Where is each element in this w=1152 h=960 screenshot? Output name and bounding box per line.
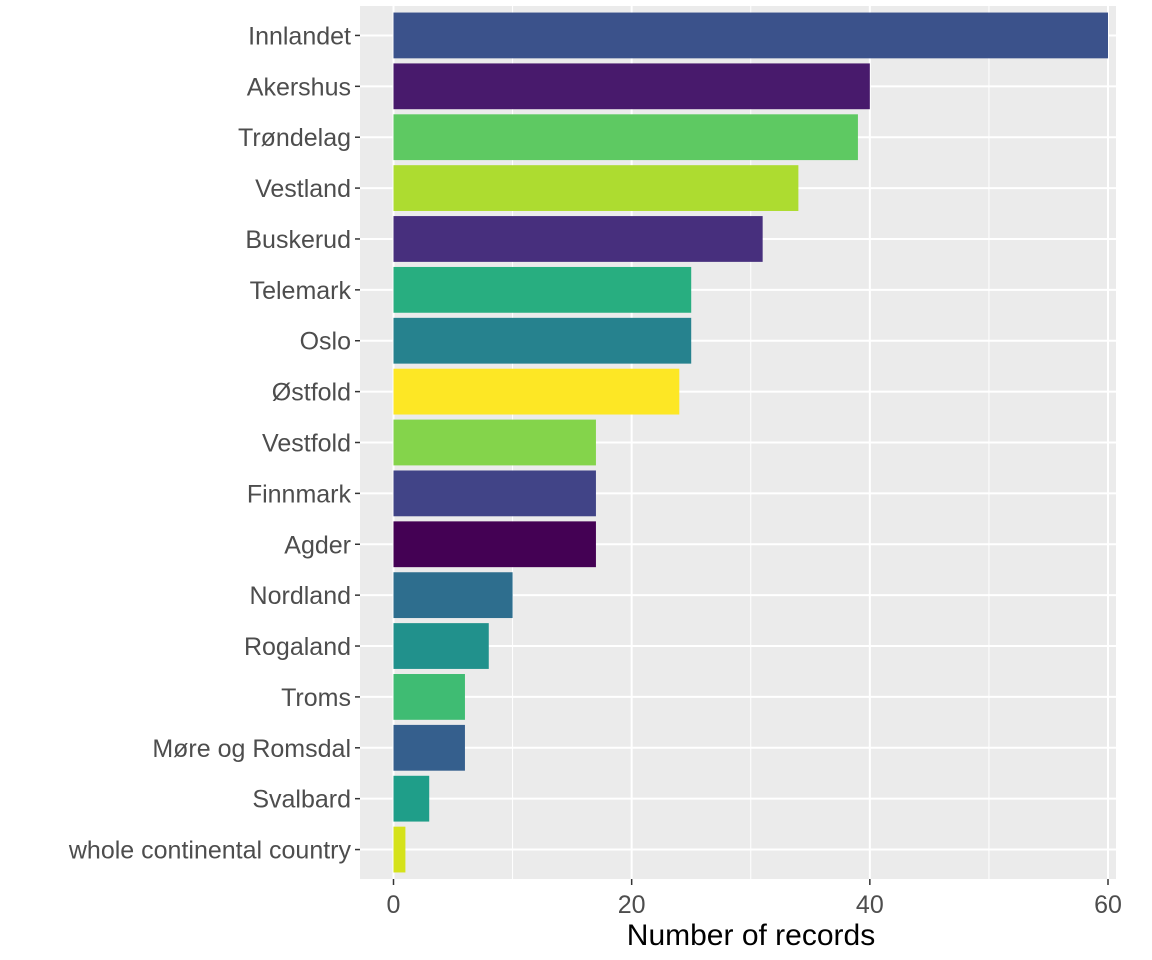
x-tick-label-1: 20 [618,891,646,919]
x-axis-title: Number of records [627,919,875,952]
category-label-13: Troms [281,684,351,712]
category-label-12: Rogaland [244,633,351,661]
bar-12 [393,623,489,669]
x-tick-label-3: 60 [1094,891,1122,919]
bar-6 [393,317,692,364]
x-tick-label-0: 0 [387,891,401,919]
bar-4 [393,216,763,262]
category-label-5: Telemark [250,277,352,305]
bar-3 [393,165,799,211]
category-label-6: Oslo [300,328,351,356]
category-label-16: whole continental country [68,837,352,865]
category-label-8: Vestfold [262,430,351,458]
category-label-10: Agder [284,531,351,559]
bar-14 [393,724,465,771]
bar-15 [393,775,430,822]
bar-1 [393,63,870,110]
bar-10 [393,521,596,568]
bar-2 [393,114,858,161]
category-label-1: Akershus [247,73,351,101]
category-label-0: Innlandet [248,22,351,50]
bar-11 [393,572,513,619]
category-label-4: Buskerud [245,226,351,254]
bars [393,12,1108,873]
bar-5 [393,266,692,313]
bar-9 [393,470,596,517]
category-label-7: Østfold [272,379,351,407]
category-label-14: Møre og Romsdal [152,735,351,763]
category-label-2: Trøndelag [238,124,351,152]
bar-0 [393,12,1108,59]
category-label-15: Svalbard [252,786,351,814]
bar-7 [393,368,680,415]
category-label-11: Nordland [250,582,351,610]
bar-13 [393,674,465,720]
bar-16 [393,826,406,873]
category-label-9: Finnmark [247,480,352,508]
x-tick-label-2: 40 [856,891,884,919]
category-label-3: Vestland [255,175,351,203]
bar-8 [393,419,596,466]
category-labels: Innlandet Akershus Trøndelag Vestland Busker… [68,22,360,865]
x-axis-ticks: 0 20 40 60 [387,879,1122,919]
